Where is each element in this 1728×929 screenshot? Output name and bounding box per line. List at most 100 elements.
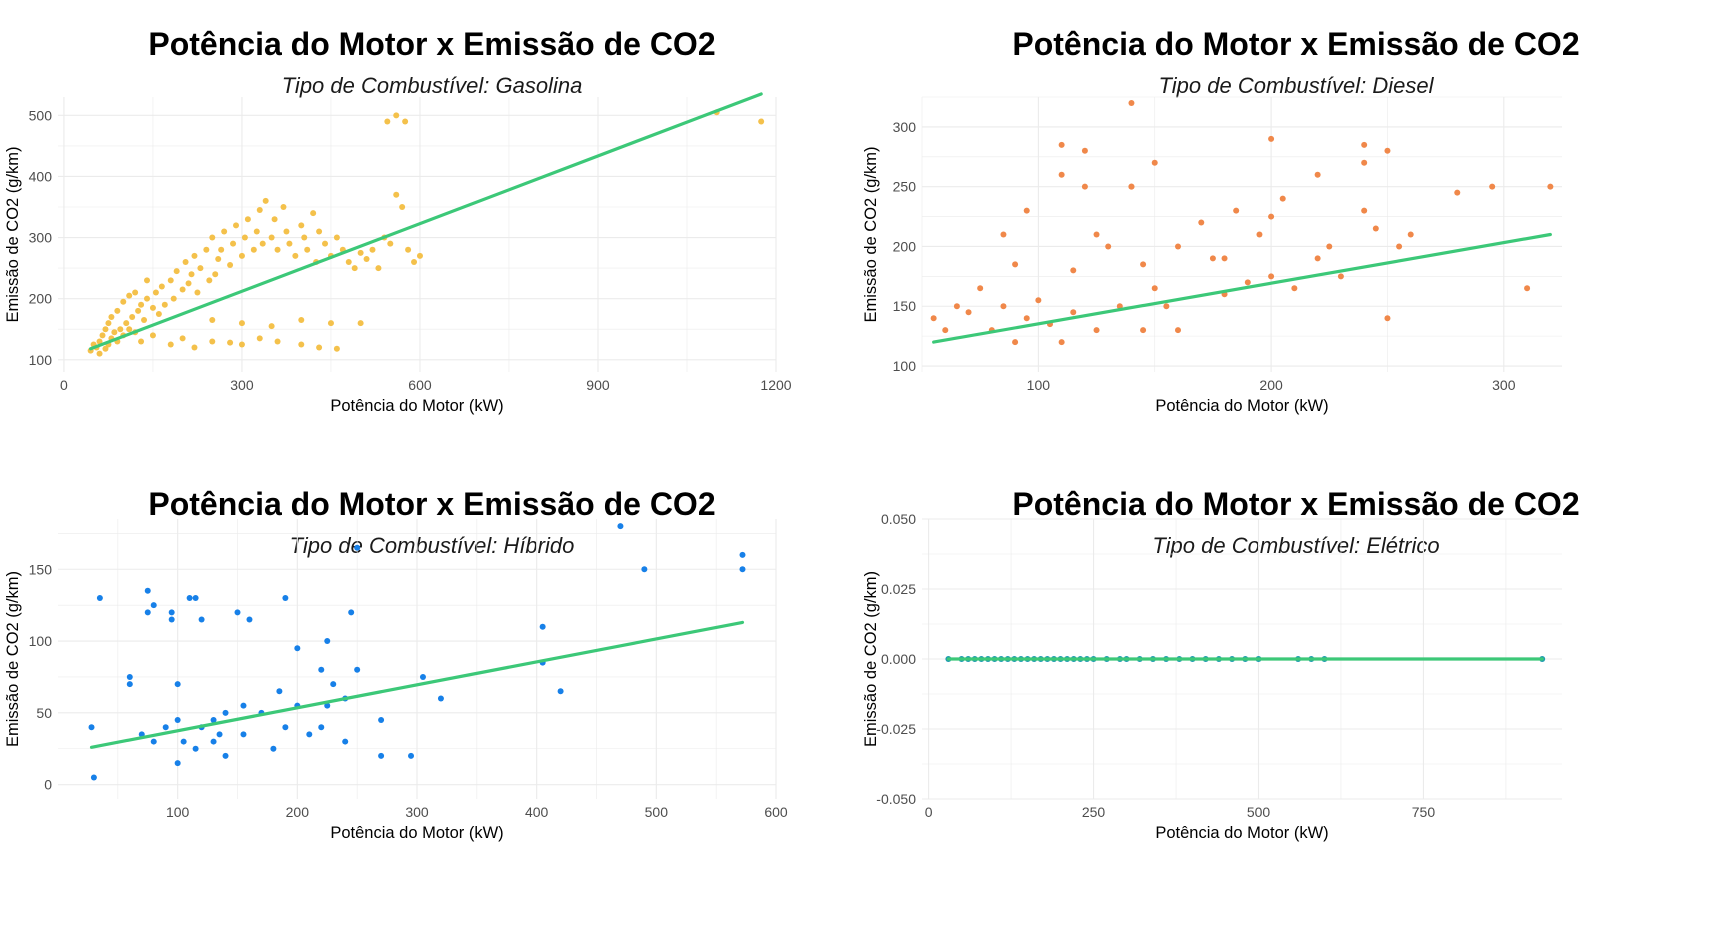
scatter-plot-gasolina: 0 300 600 900 1200 100 200 300 400 500 Potência do…: [4, 92, 792, 415]
data-point: [1489, 183, 1496, 190]
data-point: [286, 240, 293, 247]
data-point: [739, 566, 746, 573]
data-point: [1326, 243, 1333, 250]
data-point: [318, 666, 325, 673]
x-tick-label: 300: [1492, 377, 1516, 393]
data-point: [238, 320, 245, 327]
data-point: [758, 118, 765, 125]
data-point: [1012, 261, 1019, 268]
trend-line: [89, 92, 763, 351]
data-point: [282, 594, 289, 601]
data-point: [301, 234, 308, 241]
x-tick-label: 300: [405, 804, 429, 820]
data-point: [1105, 243, 1112, 250]
data-point: [1058, 141, 1065, 148]
data-point: [182, 259, 189, 265]
data-point: [216, 731, 223, 738]
data-point: [256, 335, 263, 342]
y-axis-title: Emissão de CO2 (g/km): [4, 571, 22, 747]
data-point: [144, 277, 151, 284]
data-point: [283, 228, 290, 235]
y-tick-label: 50: [36, 705, 52, 721]
data-point: [180, 738, 187, 745]
x-tick-label: 100: [1027, 377, 1051, 393]
data-point: [1163, 303, 1170, 310]
x-tick-label: 200: [286, 804, 310, 820]
data-point: [96, 338, 103, 345]
data-point: [378, 717, 385, 724]
data-point: [138, 301, 145, 308]
x-tick-label: 600: [408, 377, 432, 393]
data-point: [246, 616, 253, 623]
data-point: [126, 681, 133, 688]
data-point: [186, 594, 193, 601]
data-point: [298, 341, 305, 348]
data-point: [280, 204, 287, 210]
x-tick-label: 400: [525, 804, 549, 820]
chart-panel-eletrico: Potência do Motor x Emissão de CO2 Tipo …: [862, 464, 1728, 928]
data-point: [411, 259, 418, 265]
data-point: [1000, 303, 1007, 310]
data-point: [170, 295, 177, 302]
data-point: [274, 246, 281, 253]
data-point: [227, 339, 234, 346]
data-point: [96, 594, 103, 601]
data-point: [1209, 255, 1216, 262]
y-tick-label: 200: [29, 291, 53, 307]
data-point: [173, 268, 180, 275]
data-point: [192, 745, 199, 752]
data-point: [191, 344, 198, 351]
data-point: [162, 724, 169, 731]
data-point: [1268, 213, 1275, 220]
data-point: [1070, 267, 1077, 274]
data-point: [120, 298, 127, 305]
y-tick-label: 100: [29, 633, 53, 649]
data-point: [1221, 255, 1228, 262]
data-point: [233, 222, 240, 229]
data-point: [408, 752, 415, 759]
data-point: [363, 255, 370, 262]
data-point: [416, 252, 423, 259]
data-point: [197, 265, 204, 272]
data-point: [282, 724, 289, 731]
data-point: [126, 673, 133, 680]
data-point: [1454, 189, 1461, 196]
data-point: [1233, 207, 1240, 214]
data-point: [168, 616, 175, 623]
data-point: [324, 638, 331, 645]
data-point: [1314, 255, 1321, 262]
data-point: [539, 623, 546, 630]
data-point: [357, 320, 364, 327]
data-point: [188, 271, 195, 278]
data-point: [179, 335, 186, 342]
data-point: [238, 252, 245, 259]
y-tick-label: 100: [29, 352, 53, 368]
x-tick-label: 900: [586, 377, 610, 393]
data-point: [399, 204, 406, 210]
data-point: [1547, 183, 1554, 190]
data-point: [271, 216, 278, 223]
data-point: [270, 745, 277, 752]
data-point: [316, 344, 323, 351]
data-points: [930, 99, 1554, 346]
data-point: [977, 285, 984, 292]
chart-subtitle: Tipo de Combustível: Gasolina: [281, 73, 583, 98]
x-tick-label: 600: [764, 804, 788, 820]
data-point: [617, 523, 624, 530]
x-tick-label: 500: [1247, 804, 1271, 820]
data-point: [393, 112, 400, 119]
data-point: [437, 695, 444, 702]
x-tick-label: 100: [166, 804, 190, 820]
data-point: [149, 332, 156, 339]
chart-title: Potência do Motor x Emissão de CO2: [148, 486, 716, 522]
chart-title: Potência do Motor x Emissão de CO2: [1012, 26, 1580, 62]
x-axis-title: Potência do Motor (kW): [330, 824, 503, 842]
data-points: [87, 109, 765, 357]
data-point: [405, 246, 412, 253]
data-points: [88, 523, 746, 781]
data-point: [333, 234, 340, 241]
data-point: [138, 338, 145, 345]
data-point: [141, 317, 148, 324]
trend-line: [932, 232, 1552, 344]
